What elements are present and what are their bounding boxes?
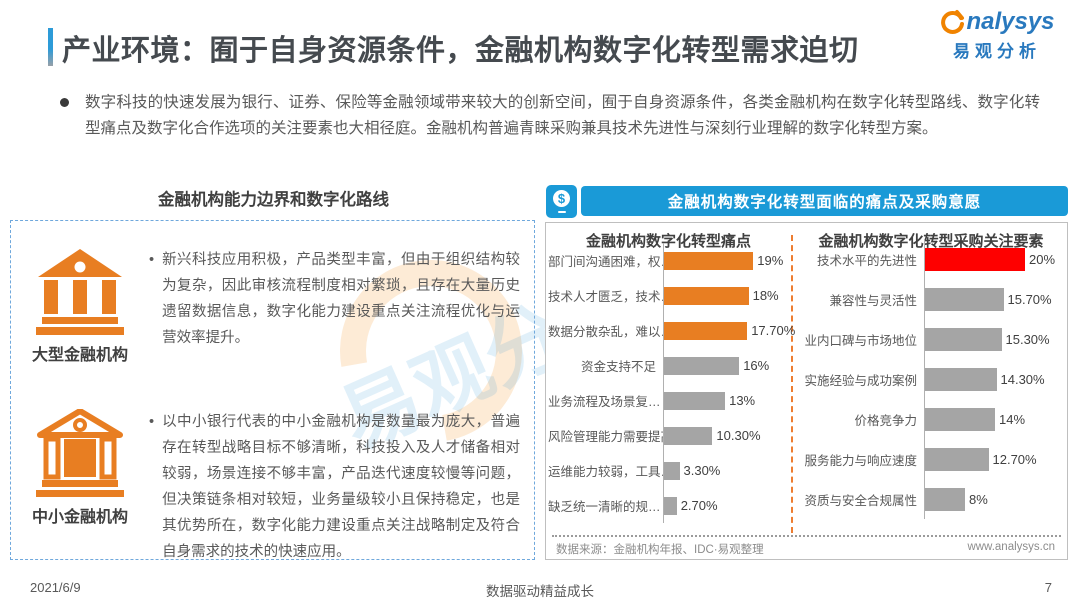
value-label: 15.70% <box>1007 291 1052 307</box>
bar <box>664 356 740 375</box>
list-bullet: • <box>149 414 155 430</box>
value-label: 16% <box>743 358 770 373</box>
category-label: 风险管理能力需要提高 <box>548 430 663 444</box>
category-label: 缺乏统一清晰的规… <box>548 500 661 514</box>
bar <box>925 287 1004 311</box>
bar <box>925 407 995 431</box>
value-label: 3.30% <box>683 463 721 478</box>
category-label: 兼容性与灵活性 <box>829 293 917 308</box>
chart-divider <box>791 235 793 533</box>
mobile-payment-icon: $ <box>546 185 577 218</box>
list-bullet: • <box>149 252 155 268</box>
chart-row: 兼容性与灵活性 15.70% <box>796 279 1066 319</box>
chart-procurement: 技术水平的先进性 20% 兼容性与灵活性 15.70% 业内口碑与市场地位 15.30% 实… <box>796 239 1066 519</box>
bank-large-icon <box>34 247 126 335</box>
bullet-icon <box>60 98 69 107</box>
chart-row: 数据分散杂乱，难以… 17.70% <box>548 313 795 348</box>
bank-large-label: 大型金融机构 <box>31 347 128 364</box>
category-label: 技术水平的先进性 <box>816 253 917 268</box>
chart-row: 风险管理能力需要提高 10.30% <box>548 418 788 453</box>
dollar-coin-icon: $ <box>553 189 570 207</box>
category-label: 价格竞争力 <box>854 413 917 428</box>
bar <box>664 286 749 305</box>
page-title: 产业环境：囿于自身资源条件，金融机构数字化转型需求迫切 <box>62 35 859 67</box>
footer-page-number: 7 <box>1044 580 1052 595</box>
bar <box>664 496 677 515</box>
category-label: 实施经验与成功案例 <box>804 373 917 388</box>
bar <box>664 251 754 270</box>
panel-separator <box>552 535 1061 537</box>
logo-text-cn: 易观分析 <box>953 42 1041 61</box>
right-panel-header: 金融机构数字化转型面临的痛点及采购意愿 <box>581 186 1068 216</box>
chart-painpoints: 部门间沟通困难，权… 19% 技术人才匮乏，技术… 18% 数据分散杂乱，难以… 17.7… <box>548 243 795 523</box>
left-panel: 大型金融机构 • 新兴科技应用积极，产品类型丰富，但由于组织结构较为复杂，因此审… <box>10 220 535 560</box>
value-label: 8% <box>969 491 988 507</box>
category-label: 数据分散杂乱，难以… <box>548 325 663 339</box>
bar <box>925 247 1025 271</box>
bank-small-label: 中小金融机构 <box>31 509 128 526</box>
bar <box>925 487 965 511</box>
category-label: 运维能力较弱，工具… <box>548 465 663 479</box>
chart-title-painpoints: 金融机构数字化转型痛点 <box>585 233 751 250</box>
bank-small-description: 以中小银行代表的中小金融机构是数量最为庞大，普遍存在转型战略目标不够清晰，科技投… <box>162 414 520 560</box>
category-label: 部门间沟通困难，权… <box>548 255 663 269</box>
bar <box>664 426 713 445</box>
value-label: 10.30% <box>716 428 761 443</box>
bank-small-text: • 以中小银行代表的中小金融机构是数量最为庞大，普遍存在转型战略目标不够清晰，科… <box>149 409 534 565</box>
bank-small-icon <box>34 409 126 497</box>
value-label: 13% <box>729 393 756 408</box>
left-panel-item-small-bank: 中小金融机构 • 以中小银行代表的中小金融机构是数量最为庞大，普遍存在转型战略目… <box>11 409 534 565</box>
intro-text: 数字科技的快速发展为银行、证券、保险等金融领域带来较大的创新空间，囿于自身资源条… <box>85 94 1040 137</box>
category-label: 业务流程及场景复… <box>548 395 661 409</box>
value-label: 14% <box>999 411 1026 427</box>
bar <box>664 321 748 340</box>
right-panel: 金融机构数字化转型痛点 金融机构数字化转型采购关注要素 部门间沟通困难，权… 19… <box>545 222 1068 560</box>
chart-row: 业内口碑与市场地位 15.30% <box>796 319 1066 359</box>
value-label: 15.30% <box>1005 331 1050 347</box>
category-label: 资金支持不足 <box>580 360 656 374</box>
icon-dash <box>557 210 566 214</box>
chart-row: 技术人才匮乏，技术… 18% <box>548 278 788 313</box>
value-label: 18% <box>752 288 779 303</box>
category-label: 服务能力与响应速度 <box>804 453 917 468</box>
chart-row: 资质与安全合规属性 8% <box>796 479 1066 519</box>
value-label: 2.70% <box>680 498 718 513</box>
bar <box>664 461 680 480</box>
bar <box>925 327 1002 351</box>
bar <box>664 391 726 410</box>
footer-date: 2021/6/9 <box>30 580 81 595</box>
chart-row: 价格竞争力 14% <box>796 399 1066 439</box>
chart-row: 技术水平的先进性 20% <box>796 239 1066 279</box>
chart-row: 服务能力与响应速度 12.70% <box>796 439 1066 479</box>
category-label: 技术人才匮乏，技术… <box>548 290 663 304</box>
chart-row: 实施经验与成功案例 14.30% <box>796 359 1066 399</box>
category-label: 业内口碑与市场地位 <box>804 333 917 348</box>
value-label: 12.70% <box>992 451 1037 467</box>
value-label: 17.70% <box>751 323 796 338</box>
bar <box>925 367 997 391</box>
chart-row: 资金支持不足 16% <box>548 348 788 383</box>
bank-large-description: 新兴科技应用积极，产品类型丰富，但由于组织结构较为复杂，因此审核流程制度相对繁琐… <box>162 252 520 346</box>
data-source: 数据来源：金融机构年报、IDC·易观整理 <box>556 544 764 556</box>
chart-row: 部门间沟通困难，权… 19% <box>548 243 788 278</box>
left-section-title: 金融机构能力边界和数字化路线 <box>158 191 389 209</box>
value-label: 20% <box>1029 251 1056 267</box>
chart-row: 业务流程及场景复… 13% <box>548 383 788 418</box>
intro-paragraph: 数字科技的快速发展为银行、证券、保险等金融领域带来较大的创新空间，囿于自身资源条… <box>60 90 1040 142</box>
value-label: 14.30% <box>1000 371 1045 387</box>
value-label: 19% <box>757 253 784 268</box>
logo-swirl-icon <box>939 9 965 35</box>
left-panel-item-large-bank: 大型金融机构 • 新兴科技应用积极，产品类型丰富，但由于组织结构较为复杂，因此审… <box>11 247 534 365</box>
bank-large-text: • 新兴科技应用积极，产品类型丰富，但由于组织结构较为复杂，因此审核流程制度相对… <box>149 247 534 365</box>
logo-text-en: nalysys <box>966 8 1055 35</box>
footer-slogan: 数据驱动精益成长 <box>486 584 594 599</box>
bar <box>925 447 989 471</box>
chart-row: 缺乏统一清晰的规… 2.70% <box>548 488 788 523</box>
chart-row: 运维能力较弱，工具… 3.30% <box>548 453 788 488</box>
chart-title-procurement: 金融机构数字化转型采购关注要素 <box>818 233 1044 250</box>
analysys-logo: nalysys 易观分析 <box>932 8 1062 62</box>
website-link[interactable]: www.analysys.cn <box>967 541 1055 553</box>
category-label: 资质与安全合规属性 <box>804 493 917 508</box>
title-accent-bar <box>48 28 53 66</box>
